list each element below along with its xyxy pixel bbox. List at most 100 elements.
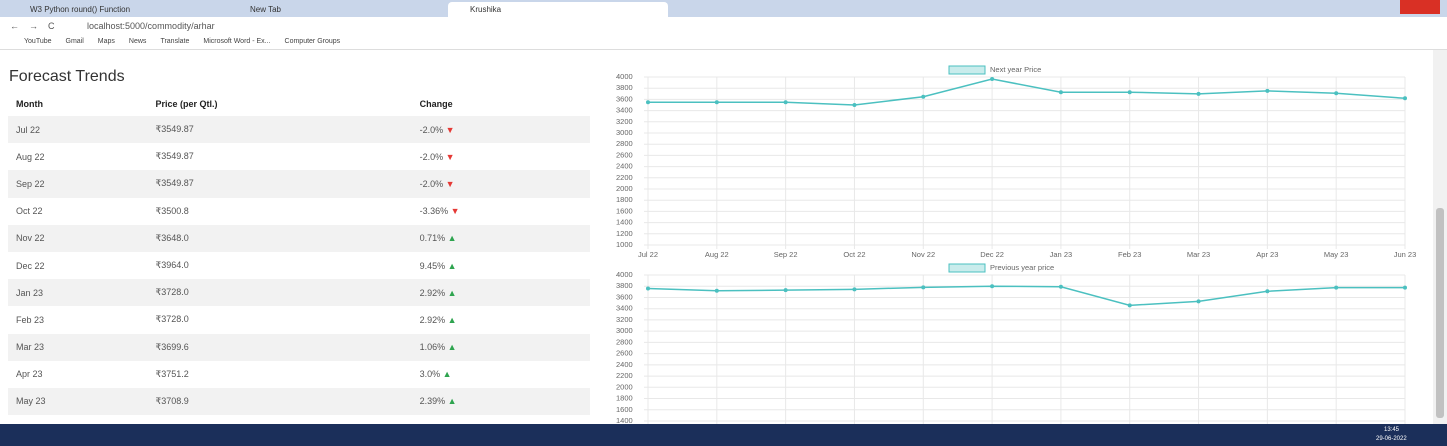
x-tick-label: Jul 22 — [638, 250, 658, 259]
table-cell: 9.45% ▲ — [412, 252, 590, 279]
close-button[interactable] — [1400, 0, 1440, 14]
up-arrow: ▲ — [445, 287, 457, 298]
down-arrow: ▼ — [443, 151, 455, 162]
change: 1.06% — [419, 342, 446, 353]
column-header: Price (per Qtl.) — [155, 99, 218, 109]
down-arrow: ▼ — [443, 178, 455, 189]
table-cell: 2.39% ▲ — [411, 387, 590, 416]
cell-text: Jul 22 — [16, 124, 41, 135]
point — [1334, 285, 1339, 290]
tab[interactable]: New Tab — [250, 5, 281, 14]
change: -2.0% — [419, 178, 444, 189]
bookmark[interactable]: Maps — [97, 38, 115, 45]
y-tick-label: 2000 — [616, 184, 633, 193]
legend-swatch — [948, 65, 986, 75]
y-tick-label: 1000 — [616, 240, 633, 249]
table-row: Jan 23 ₹3728.0 2.92% ▲ — [8, 279, 590, 307]
table-cell: Jan 23 — [8, 279, 148, 307]
cell-text: ₹3964.0 — [155, 260, 189, 271]
table-row: Sep 22 ₹3549.87 -2.0% ▼ — [8, 170, 590, 198]
cell-text: Nov 22 — [16, 233, 45, 244]
y-tick-label: 1200 — [616, 229, 633, 238]
y-tick-label: 3000 — [616, 128, 633, 137]
up-arrow: ▲ — [445, 233, 457, 244]
x-tick-label: Jan 23 — [1050, 250, 1073, 259]
table-cell: ₹3708.9 — [147, 387, 412, 416]
y-tick-label: 3600 — [616, 94, 633, 103]
table-row: Apr 23 ₹3751.2 3.0% ▲ — [8, 361, 590, 388]
scroll-thumb[interactable] — [1436, 208, 1444, 418]
point — [921, 94, 926, 99]
table-cell: -2.0% ▼ — [412, 143, 590, 170]
y-tick-label: 2800 — [616, 337, 633, 346]
point — [1403, 285, 1407, 290]
table-cell: ₹3699.6 — [147, 333, 412, 361]
table-cell: -2.0% ▼ — [411, 170, 590, 198]
table-cell: Sep 22 — [8, 170, 148, 198]
y-tick-label: 3400 — [616, 304, 633, 313]
point — [1127, 90, 1132, 95]
up-arrow: ▲ — [445, 260, 457, 271]
table-cell: ₹3964.0 — [148, 252, 412, 279]
forecast-table: Month Price (per Qtl.) Change Jul 22 ₹3549.8… — [8, 92, 590, 416]
bookmark[interactable]: Translate — [160, 38, 190, 45]
down-arrow: ▼ — [448, 206, 460, 217]
point — [990, 77, 995, 82]
table-cell: 0.71% ▲ — [411, 224, 590, 252]
cell-text: ₹3699.6 — [155, 341, 189, 352]
legend-swatch — [948, 263, 986, 273]
table-cell: ₹3728.0 — [148, 306, 412, 333]
tab[interactable]: Krushika — [448, 2, 668, 17]
column-header: Change — [419, 99, 453, 109]
x-tick-label: Feb 23 — [1118, 250, 1141, 259]
nav-buttons[interactable]: ←→C — [10, 21, 65, 31]
point — [1196, 91, 1201, 96]
table-row: Jul 22 ₹3549.87 -2.0% ▼ — [8, 116, 590, 144]
point — [1196, 299, 1201, 304]
bookmark[interactable]: Microsoft Word - Ex... — [203, 38, 271, 45]
tab[interactable]: W3 Python round() Function — [30, 5, 131, 14]
table-cell: ₹3648.0 — [147, 224, 412, 252]
cell-text: Mar 23 — [16, 342, 45, 353]
table-cell: -2.0% ▼ — [411, 116, 590, 144]
point — [1403, 96, 1407, 101]
bookmark[interactable]: Gmail — [65, 38, 84, 45]
y-tick-label: 1400 — [616, 218, 633, 227]
bookmark[interactable]: News — [128, 38, 147, 45]
change: -2.0% — [419, 151, 444, 162]
up-arrow: ▲ — [440, 369, 452, 380]
url[interactable]: localhost:5000/commodity/arhar — [87, 21, 215, 31]
taskbar: 13:45 29-06-2022 — [0, 424, 1447, 446]
cell-text: ₹3648.0 — [155, 232, 189, 243]
cell-text: ₹3708.9 — [155, 395, 189, 406]
y-tick-label: 1400 — [616, 416, 633, 424]
y-tick-label: 3000 — [616, 326, 633, 335]
x-tick-label: Sep 22 — [774, 250, 798, 259]
y-tick-label: 3800 — [616, 83, 633, 92]
cell-text: Dec 22 — [16, 260, 45, 271]
x-tick-label: May 23 — [1324, 250, 1349, 259]
point — [921, 285, 926, 290]
y-tick-label: 3400 — [616, 106, 633, 115]
cell-text: Apr 23 — [16, 369, 43, 380]
cell-text: ₹3549.87 — [155, 178, 194, 189]
point — [1265, 88, 1270, 93]
point — [783, 100, 788, 105]
cell-text: Feb 23 — [16, 314, 45, 325]
table-cell: ₹3500.8 — [148, 198, 412, 225]
x-tick-label: Aug 22 — [705, 250, 729, 259]
x-tick-label: Oct 22 — [843, 250, 865, 259]
table-cell: -3.36% ▼ — [412, 198, 590, 225]
point — [1265, 289, 1270, 294]
table-cell: Aug 22 — [8, 143, 148, 170]
point — [646, 100, 650, 105]
change: -2.0% — [419, 124, 444, 135]
y-tick-label: 1800 — [616, 195, 633, 204]
bookmark[interactable]: YouTube — [24, 38, 52, 45]
bookmark[interactable]: Computer Groups — [284, 38, 341, 45]
y-tick-label: 3200 — [616, 315, 633, 324]
x-tick-label: Mar 23 — [1187, 250, 1210, 259]
y-tick-label: 2200 — [616, 173, 633, 182]
table-cell: Dec 22 — [8, 252, 148, 279]
